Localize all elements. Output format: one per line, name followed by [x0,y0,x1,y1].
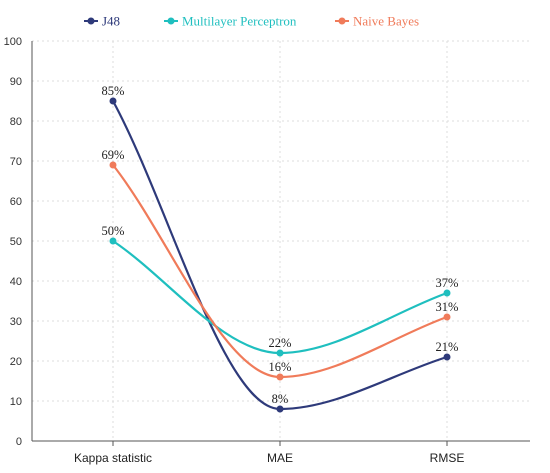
data-label-multilayer-perceptron: 22% [269,336,292,350]
data-point-multilayer-perceptron[interactable] [277,350,284,357]
y-tick-label: 60 [10,196,22,208]
x-tick-label: RMSE [430,451,465,465]
data-point-j48[interactable] [110,98,117,105]
data-label-multilayer-perceptron: 37% [436,276,459,290]
y-tick-label: 0 [16,436,22,448]
data-label-naive-bayes: 16% [269,360,292,374]
grid-layer [32,41,530,441]
y-tick-label: 20 [10,356,22,368]
y-tick-label: 30 [10,316,22,328]
data-point-multilayer-perceptron[interactable] [110,238,117,245]
legend-label: J48 [102,14,120,29]
data-point-naive-bayes[interactable] [277,374,284,381]
y-tick-label: 50 [10,236,22,248]
legend-item-naive-bayes[interactable]: Naive Bayes [335,14,419,29]
data-label-j48: 21% [436,340,459,354]
data-label-naive-bayes: 69% [102,148,125,162]
legend-label: Multilayer Perceptron [182,14,297,29]
data-label-j48: 85% [102,84,125,98]
legend-swatch-dot [339,18,346,25]
legend[interactable]: J48 Multilayer Perceptron Naive Bayes [84,14,419,29]
x-tick-label: MAE [267,451,293,465]
data-point-naive-bayes[interactable] [110,162,117,169]
y-tick-label: 70 [10,156,22,168]
data-label-naive-bayes: 31% [436,300,459,314]
y-tick-label: 90 [10,76,22,88]
data-label-multilayer-perceptron: 50% [102,224,125,238]
legend-item-multilayer-perceptron[interactable]: Multilayer Perceptron [164,14,297,29]
data-point-naive-bayes[interactable] [444,314,451,321]
legend-item-j48[interactable]: J48 [84,14,120,29]
legend-swatch-dot [88,18,95,25]
data-point-j48[interactable] [444,354,451,361]
legend-label: Naive Bayes [353,14,419,29]
legend-swatch-dot [168,18,175,25]
data-point-j48[interactable] [277,406,284,413]
y-tick-label: 40 [10,276,22,288]
y-tick-label: 10 [10,396,22,408]
y-tick-label: 80 [10,116,22,128]
x-tick-label: Kappa statistic [74,451,152,465]
data-point-multilayer-perceptron[interactable] [444,290,451,297]
y-tick-label: 100 [4,36,22,48]
data-label-j48: 8% [272,392,289,406]
